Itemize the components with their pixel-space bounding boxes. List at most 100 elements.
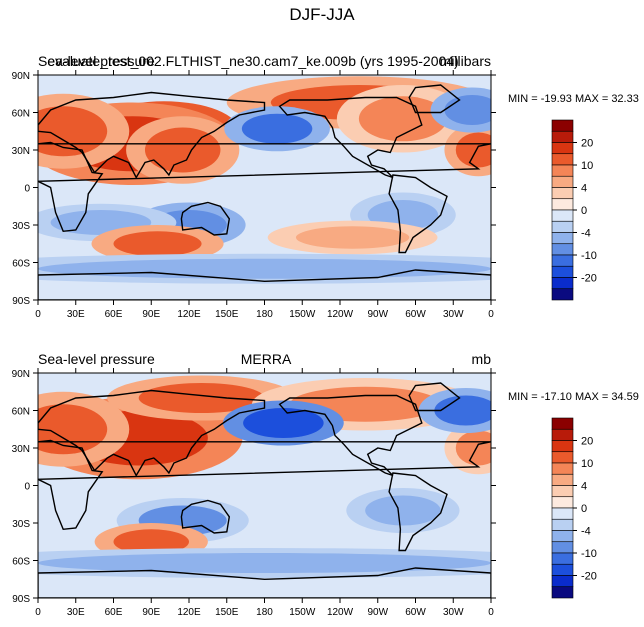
x-tick-label: 60E <box>105 607 123 618</box>
colorbar-label: 0 <box>581 503 587 515</box>
y-tick-label: 90S <box>12 594 30 605</box>
y-tick-label: 30N <box>12 444 30 455</box>
colorbar-swatch <box>551 428 574 441</box>
colorbar-swatch <box>551 518 574 531</box>
x-tick-label: 150E <box>215 607 239 618</box>
coastline-4 <box>388 174 448 254</box>
x-tick-label: 0 <box>488 607 494 618</box>
colorbar-swatch <box>551 288 574 301</box>
colorbar-label: -10 <box>581 548 597 560</box>
anomaly-core-13 <box>295 226 410 249</box>
colorbar-label: 10 <box>581 160 593 172</box>
y-tick-label: 30N <box>12 146 30 157</box>
anomaly-core-6 <box>455 132 491 168</box>
colorbar-swatch <box>551 130 574 143</box>
coastline-4 <box>388 472 448 552</box>
colorbar-swatch <box>551 153 574 166</box>
coastline-1 <box>38 141 491 233</box>
colorbar-swatch <box>551 440 574 453</box>
colorbar-swatch <box>551 277 574 290</box>
coastline-0 <box>38 91 266 179</box>
colorbar-swatch <box>551 473 574 486</box>
y-tick-label: 60S <box>12 557 30 568</box>
coastline-1 <box>38 439 491 531</box>
y-tick-label: 0 <box>24 482 30 493</box>
run-label: MERRA <box>241 351 292 367</box>
x-tick-label: 30E <box>67 309 85 320</box>
colorbar-label: 20 <box>581 138 593 150</box>
colorbar-swatch <box>551 541 574 554</box>
colorbar-label: 10 <box>581 458 593 470</box>
colorbar-swatch <box>551 209 574 222</box>
y-tick-label: 30S <box>12 519 30 530</box>
y-tick-label: 60N <box>12 407 30 418</box>
x-tick-label: 90W <box>367 309 388 320</box>
run-label: evaluate_test_002.FLTHIST_ne30.cam7_ke.0… <box>47 53 458 69</box>
colorbar-swatch <box>551 142 574 155</box>
colorbar-label: -20 <box>581 571 597 583</box>
anomaly-core-12 <box>113 231 202 257</box>
colorbar-swatch <box>551 232 574 245</box>
panel-title: Sea-level pressure <box>38 351 155 367</box>
units-label: mb <box>472 351 492 367</box>
anomaly-core-14 <box>38 258 491 279</box>
y-tick-label: 60N <box>12 109 30 120</box>
colorbar-label: 4 <box>581 481 587 493</box>
coastline-5 <box>408 382 461 412</box>
colorbar-swatch <box>551 187 574 200</box>
colorbar-swatch <box>551 563 574 576</box>
coastline-5 <box>408 84 461 114</box>
anomaly-core-6 <box>243 408 324 438</box>
x-tick-label: 120E <box>177 309 201 320</box>
anomaly-core-8 <box>444 95 491 125</box>
colorbar-label: -4 <box>581 526 591 538</box>
coastline-2 <box>180 201 231 236</box>
colorbar-swatch <box>551 530 574 543</box>
colorbar-swatch <box>551 485 574 498</box>
anomaly-core-7 <box>241 113 313 144</box>
x-tick-label: 120E <box>177 607 201 618</box>
x-tick-label: 60W <box>405 309 426 320</box>
colorbar-label: -20 <box>581 273 597 285</box>
colorbar-swatch <box>551 175 574 188</box>
y-tick-label: 90N <box>12 71 30 82</box>
colorbar-swatch <box>551 462 574 475</box>
y-tick-label: 0 <box>24 184 30 195</box>
x-tick-label: 120W <box>327 309 354 320</box>
x-tick-label: 0 <box>35 309 41 320</box>
x-tick-label: 0 <box>488 309 494 320</box>
colorbar-swatch <box>551 265 574 278</box>
anomaly-core-11 <box>38 553 491 573</box>
x-tick-label: 150E <box>215 309 239 320</box>
colorbar-swatch <box>551 243 574 256</box>
colorbar-label: 4 <box>581 183 587 195</box>
x-tick-label: 60E <box>105 309 123 320</box>
colorbar-swatch <box>551 220 574 233</box>
panel-title: Sea-level pressure <box>38 53 155 69</box>
x-tick-label: 30W <box>443 607 464 618</box>
colorbar-swatch <box>551 119 574 132</box>
x-tick-label: 30E <box>67 607 85 618</box>
y-tick-label: 60S <box>12 259 30 270</box>
x-tick-label: 150W <box>289 309 316 320</box>
colorbar-label: -4 <box>581 228 591 240</box>
colorbar-label: 0 <box>581 205 587 217</box>
colorbar-swatch <box>551 507 574 520</box>
coastline-3 <box>278 96 423 179</box>
colorbar-swatch <box>551 164 574 177</box>
coastline-3 <box>278 394 423 477</box>
x-tick-label: 30W <box>443 309 464 320</box>
anomaly-core-10 <box>113 529 189 555</box>
colorbar-label: 20 <box>581 436 593 448</box>
colorbar-swatch <box>551 575 574 588</box>
x-tick-label: 90E <box>142 309 160 320</box>
y-tick-label: 30S <box>12 221 30 232</box>
x-tick-label: 90W <box>367 607 388 618</box>
x-tick-label: 180 <box>256 309 273 320</box>
coastline-0 <box>38 389 266 477</box>
map-field <box>38 373 491 598</box>
colorbar-swatch <box>551 417 574 430</box>
colorbar-swatch <box>551 254 574 267</box>
coastline-6 <box>38 567 491 598</box>
anomaly-core-2 <box>38 106 108 157</box>
